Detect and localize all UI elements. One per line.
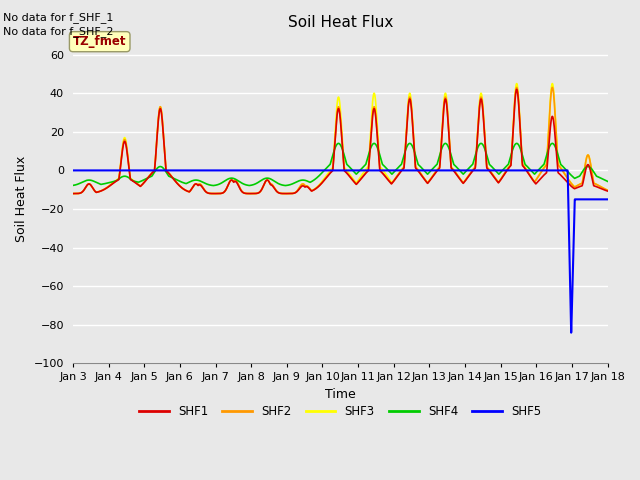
Text: TZ_fmet: TZ_fmet (73, 35, 127, 48)
SHF2 (165, 170, 173, 176)
Line: SHF1: SHF1 (73, 89, 607, 193)
SHF4 (491, 167, 499, 172)
SHF4 (460, 170, 468, 176)
Line: SHF2: SHF2 (73, 87, 607, 193)
SHF2 (321, 177, 328, 183)
SHF2 (460, 180, 468, 185)
SHF4 (209, 183, 217, 189)
SHF1 (513, 86, 520, 92)
SHF3 (69, 191, 77, 196)
SHF2 (431, 171, 438, 177)
Line: SHF3: SHF3 (73, 84, 607, 193)
SHF2 (490, 174, 498, 180)
Text: No data for f_SHF_2: No data for f_SHF_2 (3, 26, 114, 37)
SHF3 (165, 170, 173, 176)
Y-axis label: Soil Heat Flux: Soil Heat Flux (15, 156, 28, 242)
SHF5 (604, 196, 611, 202)
SHF4 (321, 168, 328, 173)
SHF5 (603, 196, 611, 202)
SHF3 (490, 174, 498, 180)
SHF1 (321, 178, 328, 183)
Legend: SHF1, SHF2, SHF3, SHF4, SHF5: SHF1, SHF2, SHF3, SHF4, SHF5 (134, 401, 546, 423)
Title: Soil Heat Flux: Soil Heat Flux (287, 15, 393, 30)
SHF5 (490, 168, 498, 173)
SHF5 (567, 330, 575, 336)
SHF2 (513, 84, 520, 90)
SHF3 (513, 81, 520, 86)
SHF4 (604, 178, 611, 184)
SHF4 (431, 164, 438, 170)
Line: SHF4: SHF4 (73, 144, 607, 186)
SHF2 (604, 187, 611, 193)
SHF5 (165, 168, 173, 173)
SHF1 (604, 188, 611, 194)
Line: SHF5: SHF5 (73, 170, 607, 333)
X-axis label: Time: Time (325, 388, 356, 401)
SHF2 (248, 191, 255, 196)
SHF5 (460, 168, 468, 173)
SHF1 (460, 180, 468, 185)
SHF3 (604, 187, 611, 193)
SHF1 (604, 188, 611, 194)
SHF1 (69, 191, 77, 196)
SHF3 (321, 176, 328, 181)
SHF3 (431, 170, 438, 176)
SHF4 (69, 182, 77, 188)
SHF5 (69, 168, 77, 173)
SHF1 (247, 191, 255, 196)
SHF4 (165, 173, 173, 179)
SHF5 (431, 168, 438, 173)
SHF3 (248, 191, 255, 196)
SHF5 (320, 168, 328, 173)
SHF4 (604, 179, 611, 184)
SHF1 (165, 171, 173, 177)
SHF3 (604, 187, 611, 193)
SHF4 (406, 141, 413, 146)
SHF1 (490, 175, 498, 180)
Text: No data for f_SHF_1: No data for f_SHF_1 (3, 12, 113, 23)
SHF1 (431, 171, 438, 177)
SHF3 (460, 179, 468, 185)
SHF2 (69, 191, 77, 196)
SHF2 (604, 187, 611, 193)
